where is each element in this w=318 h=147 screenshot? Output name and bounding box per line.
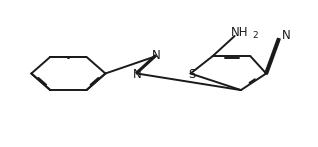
Text: S: S — [188, 68, 196, 81]
Text: N: N — [151, 49, 160, 62]
Text: N: N — [282, 29, 291, 42]
Text: 2: 2 — [252, 31, 258, 40]
Text: N: N — [133, 68, 141, 81]
Text: NH: NH — [231, 26, 248, 39]
